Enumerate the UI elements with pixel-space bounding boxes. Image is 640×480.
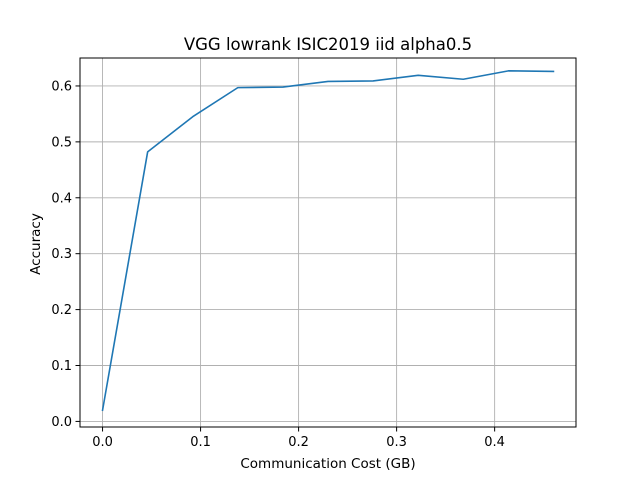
y-tick-label: 0.4 xyxy=(51,191,72,206)
x-tick-label: 0.0 xyxy=(92,435,113,450)
x-tick-label: 0.4 xyxy=(484,435,505,450)
x-axis-label: Communication Cost (GB) xyxy=(240,456,415,472)
y-tick-label: 0.1 xyxy=(51,359,72,374)
y-axis-label: Accuracy xyxy=(28,213,44,275)
y-tick-label: 0.6 xyxy=(51,79,72,94)
y-tick-label: 0.2 xyxy=(51,303,72,318)
y-tick-label: 0.0 xyxy=(51,415,72,430)
x-tick-label: 0.1 xyxy=(190,435,211,450)
grid-lines xyxy=(80,58,576,427)
series-layer xyxy=(101,70,555,412)
chart-title: VGG lowrank ISIC2019 iid alpha0.5 xyxy=(184,35,472,54)
x-tick-label: 0.2 xyxy=(288,435,309,450)
tick-layer: 0.0 0.1 0.2 0.3 0.4 0.0 0.1 0.2 0.3 0.4 0.5 0.6 xyxy=(51,79,505,450)
x-tick-label: 0.3 xyxy=(386,435,407,450)
series-line xyxy=(101,70,555,412)
plot-frame xyxy=(79,57,577,428)
y-tick-label: 0.5 xyxy=(51,135,72,150)
y-tick-label: 0.3 xyxy=(51,247,72,262)
